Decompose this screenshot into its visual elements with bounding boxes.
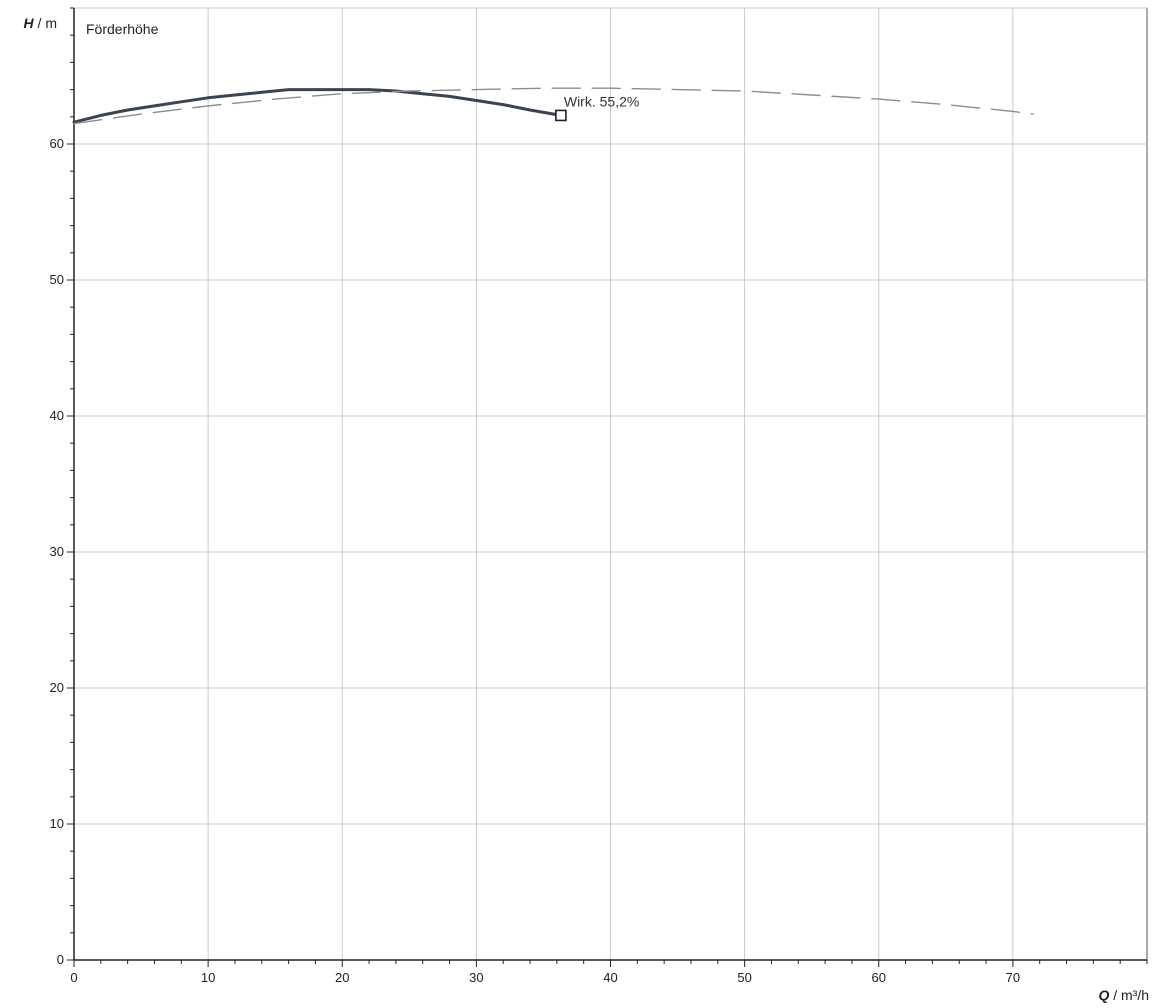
y-tick-label: 60 bbox=[50, 136, 64, 151]
x-tick-label: 60 bbox=[872, 970, 886, 985]
x-tick-label: 10 bbox=[201, 970, 215, 985]
panel-label: Förderhöhe bbox=[86, 21, 159, 37]
x-axis-unit: / m³/h bbox=[1109, 987, 1149, 1003]
y-tick-label: 40 bbox=[50, 408, 64, 423]
dashed-series-line bbox=[73, 87, 1034, 125]
x-axis-symbol: Q bbox=[1098, 987, 1109, 1003]
x-tick-label: 70 bbox=[1006, 970, 1020, 985]
y-tick-label: 20 bbox=[50, 680, 64, 695]
annotations: Wirk. 55,2% bbox=[555, 93, 639, 122]
x-tick-label: 20 bbox=[335, 970, 349, 985]
series-group bbox=[72, 87, 1034, 125]
y-tick-label: 10 bbox=[50, 816, 64, 831]
y-tick-label: 0 bbox=[57, 952, 64, 967]
x-axis-label: Q / m³/h bbox=[1098, 987, 1149, 1003]
y-tick-label: 50 bbox=[50, 272, 64, 287]
y-axis-label: H / m bbox=[24, 15, 57, 31]
y-axis-symbol: H bbox=[24, 15, 35, 31]
y-axis-unit: / m bbox=[34, 15, 57, 31]
x-tick-label: 50 bbox=[737, 970, 751, 985]
solid-series-line bbox=[72, 88, 563, 124]
x-tick-label: 0 bbox=[70, 970, 77, 985]
x-tick-label: 30 bbox=[469, 970, 483, 985]
y-tick-label: 30 bbox=[50, 544, 64, 559]
labels: Förderhöhe H / m Q / m³/h bbox=[24, 15, 1149, 1003]
efficiency-annotation: Wirk. 55,2% bbox=[564, 93, 639, 109]
grid bbox=[73, 7, 1148, 961]
end-point-marker bbox=[555, 109, 567, 122]
axes: 0 10 20 30 40 50 60 70 0 10 20 30 40 50 60 bbox=[50, 7, 1148, 985]
x-tick-label: 40 bbox=[603, 970, 617, 985]
